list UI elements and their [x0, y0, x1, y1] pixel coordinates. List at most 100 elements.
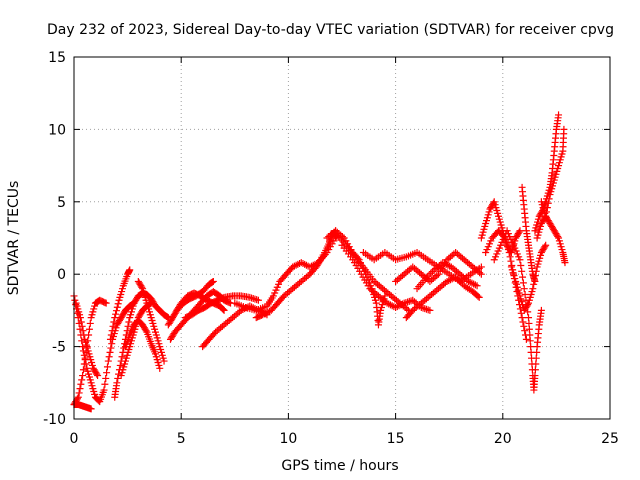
x-tick-label: 15	[387, 431, 405, 447]
data-point	[142, 327, 150, 335]
data-point	[555, 111, 563, 119]
data-point	[85, 325, 93, 333]
series-arc-17	[323, 227, 389, 329]
data-point	[519, 273, 527, 281]
series-arc-5	[111, 289, 172, 401]
data-point	[120, 344, 128, 352]
data-point	[107, 331, 115, 339]
data-point	[520, 285, 528, 293]
y-tick-label: -10	[43, 412, 66, 428]
data-point	[474, 292, 482, 300]
series-arc-19	[338, 241, 434, 314]
data-point	[473, 282, 481, 290]
data-point	[104, 357, 112, 365]
data-point	[505, 248, 513, 256]
y-tick-label: 5	[57, 195, 66, 211]
data-point	[100, 386, 108, 394]
series-arc-9	[134, 277, 168, 365]
data-point	[102, 374, 110, 382]
x-tick-label: 20	[494, 431, 512, 447]
data-point	[78, 337, 86, 345]
data-point	[81, 354, 89, 362]
data-point	[112, 310, 120, 318]
series-arc-6	[106, 266, 134, 343]
data-point	[520, 322, 528, 330]
data-point	[426, 306, 434, 314]
data-point	[517, 262, 525, 270]
data-point	[101, 380, 109, 388]
data-point	[524, 301, 532, 309]
data-point	[398, 300, 406, 308]
data-point	[531, 277, 539, 285]
data-point	[74, 393, 82, 401]
data-point	[108, 327, 116, 335]
data-point	[78, 376, 86, 384]
y-tick-label: 15	[48, 50, 66, 66]
data-point	[77, 318, 85, 326]
series-arc-13	[181, 292, 262, 322]
data-point	[477, 263, 485, 271]
data-point	[561, 259, 569, 267]
data-point	[87, 405, 95, 413]
plot-frame	[73, 56, 611, 420]
data-point	[113, 379, 121, 387]
data-point	[489, 199, 497, 207]
data-point	[219, 306, 227, 314]
series-arc-22	[402, 273, 483, 322]
series-arc-21	[392, 248, 485, 285]
data-point	[125, 318, 133, 326]
data-points	[70, 111, 569, 413]
data-point	[521, 327, 529, 335]
data-point	[113, 303, 121, 311]
data-point	[116, 361, 124, 369]
data-point	[519, 279, 527, 287]
series-arc-18	[327, 230, 412, 314]
data-point	[522, 335, 530, 343]
data-point	[433, 272, 441, 280]
data-point	[103, 369, 111, 377]
data-point	[209, 277, 217, 285]
data-point	[103, 363, 111, 371]
data-point	[156, 364, 164, 372]
data-point	[126, 266, 134, 274]
series-arc-28	[518, 183, 539, 285]
data-point	[506, 253, 514, 261]
data-point	[541, 243, 549, 251]
data-point	[471, 281, 479, 289]
data-point	[77, 380, 85, 388]
data-point	[560, 125, 568, 133]
x-tick-label: 25	[601, 431, 619, 447]
data-point	[95, 397, 103, 405]
data-point	[94, 372, 102, 380]
y-tick-label: 10	[48, 122, 66, 138]
data-point	[545, 195, 553, 203]
data-point	[93, 370, 101, 378]
x-axis-ticks: 0 5 10 15 20 25	[70, 57, 619, 447]
data-point	[110, 318, 118, 326]
data-point	[554, 233, 562, 241]
data-point	[86, 319, 94, 327]
x-axis-label: GPS time / hours	[281, 458, 398, 474]
data-point	[80, 360, 88, 368]
data-point	[521, 290, 529, 298]
data-point	[102, 299, 110, 307]
data-point	[519, 318, 527, 326]
data-point	[80, 331, 88, 339]
series-arc-31	[537, 198, 569, 267]
data-point	[107, 344, 115, 352]
data-point	[316, 257, 324, 265]
data-point	[118, 353, 126, 361]
data-point	[450, 274, 458, 282]
data-point	[76, 385, 84, 393]
series-arc-26	[490, 227, 545, 394]
series-arc-12	[173, 277, 217, 314]
data-point	[160, 357, 168, 365]
data-point	[518, 314, 526, 322]
data-point	[79, 372, 87, 380]
series-arc-4	[72, 299, 102, 380]
data-point	[138, 283, 146, 291]
data-point	[114, 300, 122, 308]
data-point	[106, 335, 114, 343]
data-point	[515, 228, 523, 236]
chart-title: Day 232 of 2023, Sidereal Day-to-day VTE…	[47, 22, 614, 38]
